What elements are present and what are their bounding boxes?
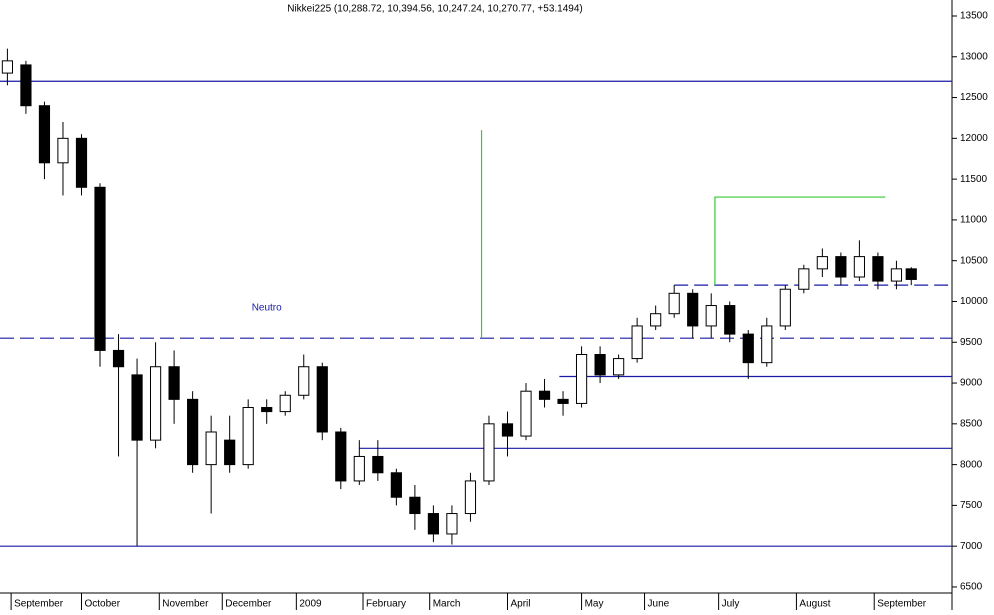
candle-body [112, 349, 125, 368]
x-tick-label: August [799, 599, 830, 610]
candle-body [168, 366, 180, 400]
candle-body [187, 398, 199, 466]
signal-line [714, 196, 886, 286]
candle-body [872, 256, 884, 282]
y-tick-label: 9500 [960, 337, 983, 348]
candle-body [446, 513, 458, 535]
candle-body [242, 407, 254, 466]
chart-title: Nikkei225 (10,288.72, 10,394.56, 10,247.… [287, 4, 583, 15]
candle-body [149, 366, 162, 441]
y-tick-label: 12000 [960, 133, 988, 144]
x-tick-label: September [14, 599, 64, 610]
y-tick-label: 11500 [960, 174, 988, 185]
candle-body [890, 268, 903, 282]
y-tick-label: 10000 [960, 296, 988, 307]
candle-body [520, 390, 532, 437]
candle-body [798, 268, 810, 290]
y-tick-label: 7000 [960, 541, 983, 552]
x-tick-label: May [585, 599, 604, 610]
candle-body [335, 431, 347, 482]
y-tick-label: 10500 [960, 255, 988, 266]
candle-body [557, 398, 569, 404]
x-tick-label: November [162, 599, 209, 610]
candle-body [353, 455, 365, 482]
candle-body [816, 256, 828, 270]
y-tick-label: 13000 [960, 51, 988, 62]
x-tick-label: September [877, 599, 927, 610]
y-tick-label: 13500 [960, 11, 988, 22]
candle-body [372, 455, 384, 474]
candle-body [483, 423, 495, 482]
x-tick-label: March [433, 599, 461, 610]
y-tick-label: 11000 [960, 215, 988, 226]
candle-body [594, 353, 606, 376]
candle-body [131, 374, 143, 441]
candle-body [668, 292, 680, 315]
candle-body [835, 256, 847, 278]
candle-body [279, 394, 291, 413]
x-tick-label: February [366, 599, 406, 610]
y-tick-label: 7500 [960, 500, 983, 511]
candle-body [224, 439, 236, 466]
candle-body [853, 256, 865, 278]
candle-body [742, 333, 754, 364]
candle-body [761, 325, 773, 364]
y-tick-label: 6500 [960, 582, 983, 593]
candle-body [316, 366, 328, 433]
x-tick-label: April [510, 599, 530, 610]
candle-body [390, 472, 402, 498]
x-tick-label: July [722, 599, 740, 610]
candle-body [575, 353, 588, 404]
x-tick-label: October [84, 599, 120, 610]
candle-body [687, 292, 699, 327]
candle-body [779, 288, 791, 327]
candle-body [298, 366, 310, 396]
annotation: Neutro [252, 303, 282, 314]
candle-body [538, 390, 551, 400]
candle-body [94, 186, 106, 351]
candle-body [464, 480, 477, 515]
candle-body [75, 137, 88, 188]
candle-body [724, 305, 736, 335]
candle-body [205, 431, 217, 466]
candle-body [613, 358, 625, 376]
candle-body [631, 325, 643, 360]
candle-body [905, 268, 917, 280]
candle-body [38, 105, 51, 164]
y-tick-label: 8500 [960, 418, 983, 429]
y-tick-label: 8000 [960, 459, 983, 470]
y-tick-label: 9000 [960, 378, 983, 389]
x-tick-label: 2009 [299, 599, 322, 610]
candle-body [20, 64, 32, 107]
candle-body [1, 60, 14, 74]
candle-body [57, 137, 69, 164]
x-tick-label: December [225, 599, 272, 610]
candle-body [427, 513, 439, 535]
candle-body [261, 407, 273, 413]
candle-body [501, 423, 514, 437]
candle-body [705, 305, 717, 327]
y-tick-label: 12500 [960, 92, 988, 103]
candle-body [650, 313, 662, 327]
candle-body [409, 496, 421, 515]
x-tick-label: June [648, 599, 670, 610]
